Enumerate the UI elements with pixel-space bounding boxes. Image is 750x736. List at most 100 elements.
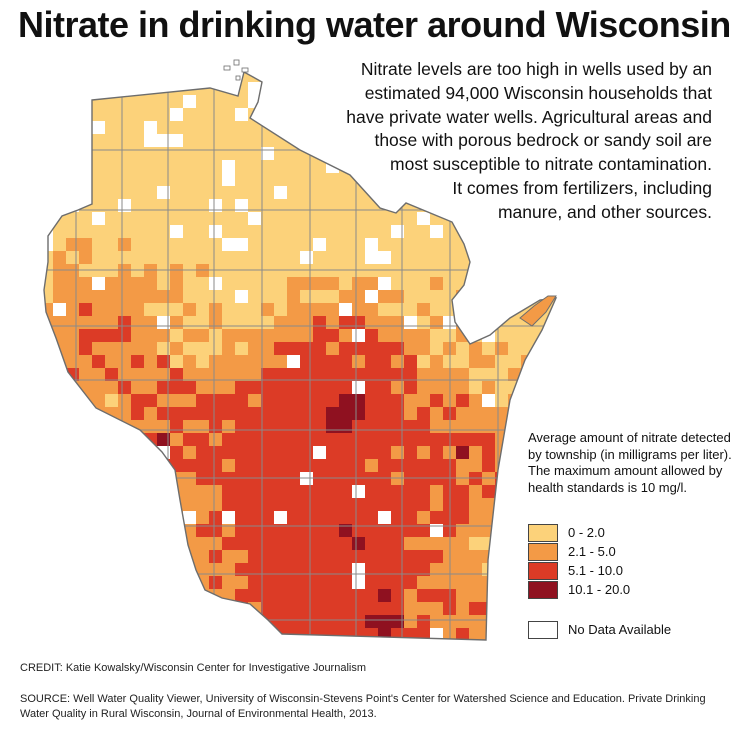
township-cell <box>378 615 391 628</box>
township-cell <box>222 72 235 82</box>
township-cell <box>417 303 430 316</box>
township-cell <box>157 472 170 485</box>
township-cell <box>118 602 131 615</box>
township-cell <box>391 225 404 238</box>
township-cell <box>339 550 352 563</box>
township-cell <box>313 446 326 459</box>
township-cell <box>105 459 118 472</box>
township-cell <box>469 537 482 550</box>
township-cell <box>339 381 352 394</box>
township-cell <box>313 173 326 186</box>
township-cell <box>521 251 534 264</box>
township-cell <box>118 82 131 95</box>
township-cell <box>391 238 404 251</box>
township-cell <box>261 199 274 212</box>
township-cell <box>144 381 157 394</box>
township-cell <box>508 225 521 238</box>
township-cell <box>131 147 144 160</box>
township-cell <box>313 433 326 446</box>
township-cell <box>131 342 144 355</box>
township-cell <box>300 446 313 459</box>
township-cell <box>79 563 92 576</box>
township-cell <box>248 563 261 576</box>
township-cell <box>209 368 222 381</box>
township-cell <box>183 199 196 212</box>
legend-swatch <box>528 562 558 580</box>
township-cell <box>313 394 326 407</box>
township-cell <box>508 485 521 498</box>
township-cell <box>105 446 118 459</box>
township-cell <box>183 381 196 394</box>
township-cell <box>339 290 352 303</box>
township-cell <box>53 238 66 251</box>
legend-swatch <box>528 621 558 639</box>
township-cell <box>482 615 495 628</box>
township-cell <box>261 134 274 147</box>
township-cell <box>248 420 261 433</box>
township-cell <box>105 82 118 95</box>
township-cell <box>183 511 196 524</box>
township-cell <box>144 147 157 160</box>
township-cell <box>287 251 300 264</box>
township-cell <box>222 394 235 407</box>
township-cell <box>118 186 131 199</box>
township-cell <box>287 342 300 355</box>
township-cell <box>92 316 105 329</box>
township-cell <box>352 199 365 212</box>
township-cell <box>430 407 443 420</box>
township-cell <box>404 225 417 238</box>
township-cell <box>209 563 222 576</box>
township-cell <box>300 316 313 329</box>
township-cell <box>222 121 235 134</box>
township-cell <box>404 485 417 498</box>
township-cell <box>495 355 508 368</box>
township-cell <box>248 407 261 420</box>
township-cell <box>378 329 391 342</box>
township-cell <box>92 225 105 238</box>
township-cell <box>313 225 326 238</box>
township-cell <box>196 498 209 511</box>
township-cell <box>261 277 274 290</box>
township-cell <box>482 498 495 511</box>
township-cell <box>105 290 118 303</box>
township-cell <box>183 121 196 134</box>
township-cell <box>287 641 300 654</box>
township-cell <box>92 147 105 160</box>
township-cell <box>352 537 365 550</box>
township-cell <box>44 576 53 589</box>
township-cell <box>430 602 443 615</box>
legend-label: No Data Available <box>568 622 672 637</box>
township-cell <box>365 485 378 498</box>
township-cell <box>196 173 209 186</box>
township-cell <box>274 420 287 433</box>
township-cell <box>118 251 131 264</box>
township-cell <box>339 537 352 550</box>
township-cell <box>235 485 248 498</box>
township-cell <box>66 173 79 186</box>
township-cell <box>53 368 66 381</box>
township-cell <box>92 394 105 407</box>
township-cell <box>300 329 313 342</box>
township-cell <box>222 485 235 498</box>
township-cell <box>287 485 300 498</box>
township-cell <box>53 446 66 459</box>
township-cell <box>44 537 53 550</box>
township-cell <box>287 160 300 173</box>
township-cell <box>274 537 287 550</box>
township-cell <box>66 290 79 303</box>
township-cell <box>144 95 157 108</box>
township-cell <box>66 563 79 576</box>
township-cell <box>222 407 235 420</box>
township-cell <box>417 485 430 498</box>
township-cell <box>105 433 118 446</box>
township-cell <box>547 251 556 264</box>
township-cell <box>495 615 508 628</box>
township-cell <box>508 433 521 446</box>
township-cell <box>144 186 157 199</box>
township-cell <box>105 316 118 329</box>
township-cell <box>326 628 339 640</box>
township-cell <box>547 329 556 342</box>
township-cell <box>183 316 196 329</box>
township-cell <box>209 290 222 303</box>
township-cell <box>118 290 131 303</box>
